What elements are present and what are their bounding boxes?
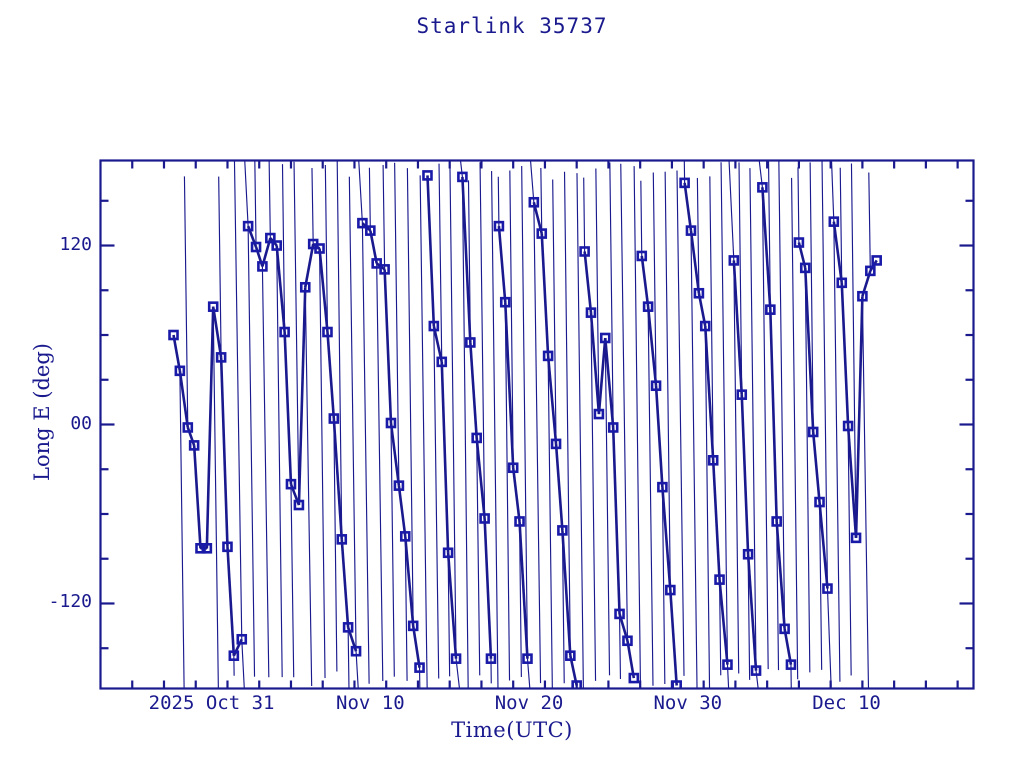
x-tick-label: Nov 30 (653, 692, 723, 714)
y-tick-label: -120 (48, 591, 92, 613)
x-tick-label: Dec 10 (812, 692, 881, 714)
chart-title: Starlink 35737 (416, 14, 608, 38)
x-tick-label: Nov 10 (336, 692, 405, 714)
x-axis-title: Time(UTC) (451, 718, 573, 742)
x-tick-label: Nov 20 (494, 692, 564, 714)
y-tick-label: 00 (70, 412, 92, 434)
x-tick-label: 2025 Oct 31 (148, 692, 275, 714)
y-tick-label: 120 (59, 233, 92, 255)
